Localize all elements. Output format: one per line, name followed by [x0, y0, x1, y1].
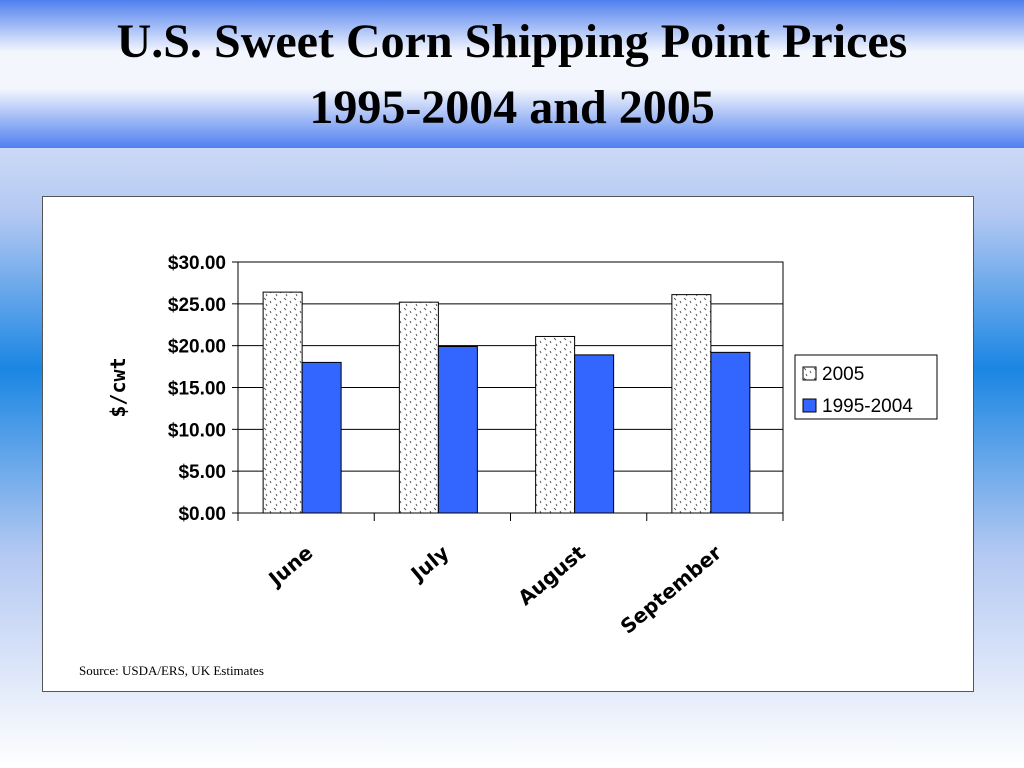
y-tick-label: $30.00 [168, 253, 226, 274]
legend: 2005 1995-2004 [794, 354, 938, 420]
y-axis-title: $/cwt [106, 357, 130, 417]
legend-box [794, 354, 938, 420]
y-tick-label: $0.00 [178, 504, 226, 525]
bar-july-2005 [398, 301, 439, 514]
legend-swatch [802, 366, 817, 381]
bar-june-1995-2004 [301, 361, 342, 514]
chart-panel: $0.00 $5.00 $10.00 $15.00 $20.00 $25.00 $30.00… [42, 196, 974, 692]
y-tick-label: $5.00 [178, 462, 226, 483]
source-note: Source: USDA/ERS, UK Estimates [79, 663, 264, 678]
bar-chart: $0.00 $5.00 $10.00 $15.00 $20.00 $25.00 $30.00… [106, 253, 938, 639]
bar-august-1995-2004 [574, 354, 615, 514]
y-tick-label: $10.00 [168, 420, 226, 441]
legend-label: 2005 [822, 364, 864, 385]
bar-september-1995-2004 [710, 351, 751, 514]
x-category-label: September [616, 540, 727, 638]
y-tick-label: $15.00 [168, 379, 226, 400]
bar-september-2005 [671, 294, 712, 514]
y-tick-label: $25.00 [168, 295, 226, 316]
legend-label: 1995-2004 [822, 396, 913, 417]
title-band: U.S. Sweet Corn Shipping Point Prices 19… [0, 0, 1024, 148]
y-tick-label: $20.00 [168, 337, 226, 358]
x-category-label: August [513, 540, 590, 610]
bar-july-1995-2004 [437, 346, 478, 514]
bar-june-2005 [262, 291, 303, 514]
bar-august-2005 [535, 335, 576, 514]
x-category-label: June [262, 540, 317, 591]
legend-swatch [802, 398, 817, 413]
page-subtitle: 1995-2004 and 2005 [309, 81, 715, 134]
x-category-label: July [405, 540, 454, 586]
page-title: U.S. Sweet Corn Shipping Point Prices [116, 15, 908, 68]
